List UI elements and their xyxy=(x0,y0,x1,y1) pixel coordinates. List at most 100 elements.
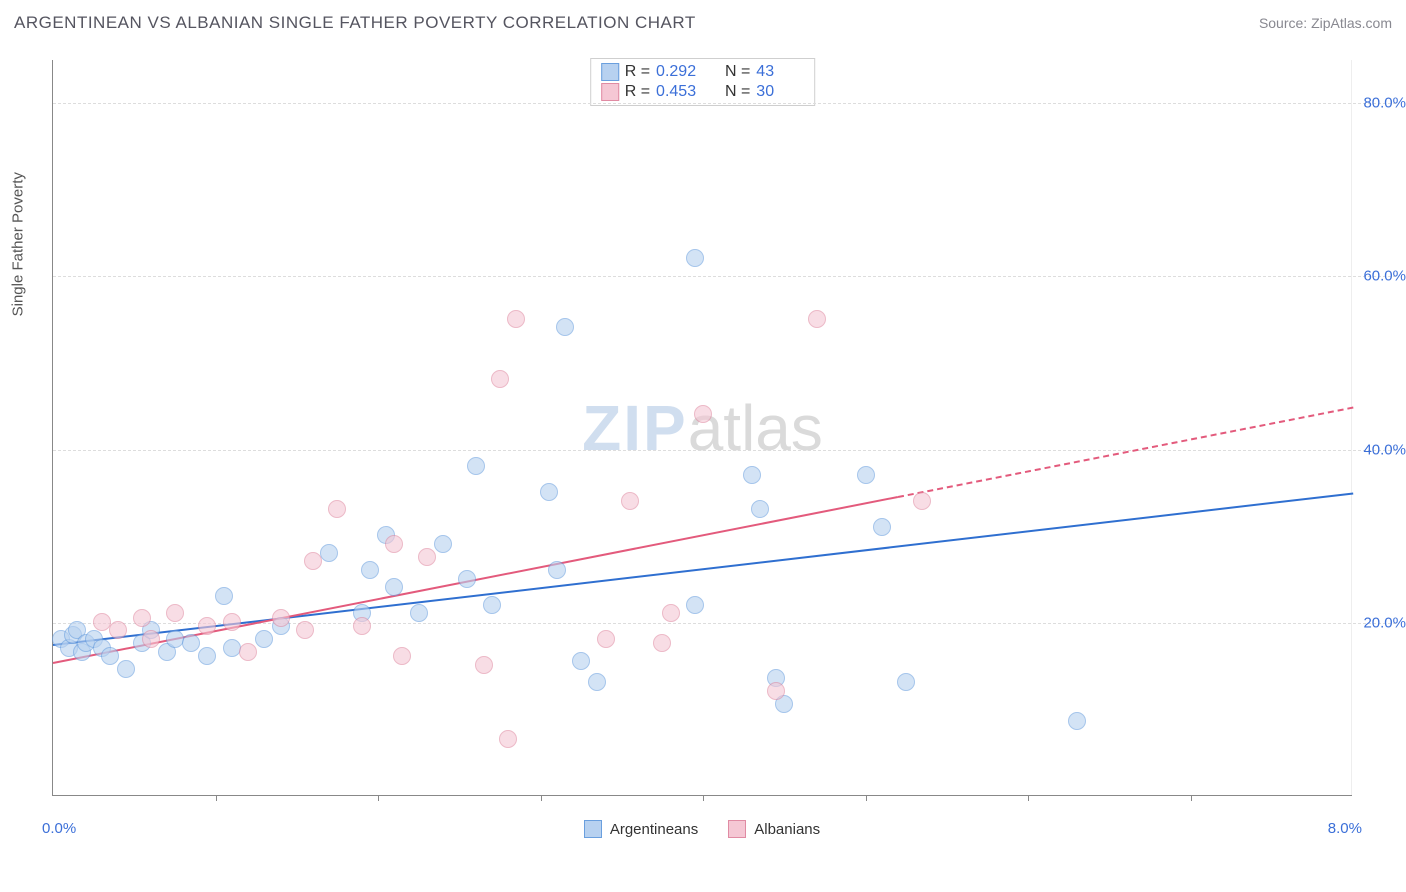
data-point xyxy=(198,647,216,665)
data-point xyxy=(223,639,241,657)
gridline xyxy=(53,450,1396,451)
data-point xyxy=(166,604,184,622)
data-point xyxy=(483,596,501,614)
x-tick xyxy=(1028,795,1029,801)
data-point xyxy=(385,535,403,553)
x-axis-max-label: 8.0% xyxy=(1328,820,1362,837)
data-point xyxy=(467,457,485,475)
gridline xyxy=(53,276,1396,277)
data-point xyxy=(913,492,931,510)
data-point xyxy=(418,548,436,566)
data-point xyxy=(507,310,525,328)
data-point xyxy=(621,492,639,510)
data-point xyxy=(328,500,346,518)
legend-swatch xyxy=(728,820,746,838)
x-axis-labels: 0.0% ArgentineansAlbanians 8.0% xyxy=(52,820,1352,848)
data-point xyxy=(588,673,606,691)
stat-r-value: 0.292 xyxy=(656,63,704,81)
series-legend: Argentineans Albanians xyxy=(52,820,1352,838)
x-tick xyxy=(216,795,217,801)
legend-item: Argentineans xyxy=(584,820,698,838)
data-point xyxy=(475,656,493,674)
legend-swatch xyxy=(601,83,619,101)
data-point xyxy=(556,318,574,336)
data-point xyxy=(166,630,184,648)
y-tick-label: 60.0% xyxy=(1363,268,1406,285)
data-point xyxy=(499,730,517,748)
stat-r-value: 0.453 xyxy=(656,83,704,101)
data-point xyxy=(182,634,200,652)
x-tick xyxy=(378,795,379,801)
data-point xyxy=(117,660,135,678)
y-tick-label: 80.0% xyxy=(1363,95,1406,112)
data-point xyxy=(296,621,314,639)
stat-r-label: R = xyxy=(625,63,650,81)
stat-n-label: N = xyxy=(725,83,750,101)
data-point xyxy=(491,370,509,388)
data-point xyxy=(808,310,826,328)
data-point xyxy=(393,647,411,665)
legend-swatch xyxy=(584,820,602,838)
x-tick xyxy=(541,795,542,801)
x-tick xyxy=(1191,795,1192,801)
data-point xyxy=(857,466,875,484)
data-point xyxy=(353,617,371,635)
data-point xyxy=(198,617,216,635)
legend-label: Albanians xyxy=(754,821,820,838)
data-point xyxy=(458,570,476,588)
data-point xyxy=(767,682,785,700)
data-point xyxy=(548,561,566,579)
x-tick xyxy=(866,795,867,801)
data-point xyxy=(686,249,704,267)
stats-row: R =0.453 N =30 xyxy=(601,83,805,101)
data-point xyxy=(320,544,338,562)
data-point xyxy=(572,652,590,670)
x-tick xyxy=(703,795,704,801)
data-point xyxy=(597,630,615,648)
data-point xyxy=(653,634,671,652)
data-point xyxy=(215,587,233,605)
y-axis-label: Single Father Poverty xyxy=(10,172,27,316)
stat-n-value: 43 xyxy=(756,63,804,81)
data-point xyxy=(873,518,891,536)
data-point xyxy=(662,604,680,622)
data-point xyxy=(109,621,127,639)
chart-title: ARGENTINEAN VS ALBANIAN SINGLE FATHER PO… xyxy=(14,13,696,33)
stat-n-label: N = xyxy=(725,63,750,81)
data-point xyxy=(410,604,428,622)
stats-row: R = 0.292 N = 43 xyxy=(601,63,805,81)
data-point xyxy=(304,552,322,570)
legend-item: Albanians xyxy=(728,820,820,838)
legend-swatch xyxy=(601,63,619,81)
data-point xyxy=(272,609,290,627)
y-tick-label: 20.0% xyxy=(1363,614,1406,631)
data-point xyxy=(686,596,704,614)
data-point xyxy=(1068,712,1086,730)
scatter-plot: ZIPatlas R =0.292 N =43R =0.453 N =30 20… xyxy=(52,60,1352,796)
watermark: ZIPatlas xyxy=(582,391,823,465)
data-point xyxy=(93,613,111,631)
watermark-part1: ZIP xyxy=(582,392,688,464)
data-point xyxy=(142,630,160,648)
data-point xyxy=(751,500,769,518)
y-tick-label: 40.0% xyxy=(1363,441,1406,458)
correlation-stats-box: R = 0.292 N = 43R = 0.453 N = 30 xyxy=(590,58,816,106)
data-point xyxy=(743,466,761,484)
plot-right-border xyxy=(1351,60,1352,795)
data-point xyxy=(540,483,558,501)
watermark-part2: atlas xyxy=(688,392,823,464)
data-point xyxy=(133,609,151,627)
data-point xyxy=(361,561,379,579)
trend-line-extrapolated xyxy=(898,406,1353,497)
data-point xyxy=(255,630,273,648)
legend-label: Argentineans xyxy=(610,821,698,838)
data-point xyxy=(101,647,119,665)
data-point xyxy=(434,535,452,553)
data-point xyxy=(223,613,241,631)
data-point xyxy=(897,673,915,691)
stat-n-value: 30 xyxy=(756,83,804,101)
data-point xyxy=(385,578,403,596)
data-point xyxy=(694,405,712,423)
gridline xyxy=(53,103,1396,104)
source-attribution: Source: ZipAtlas.com xyxy=(1259,15,1392,31)
